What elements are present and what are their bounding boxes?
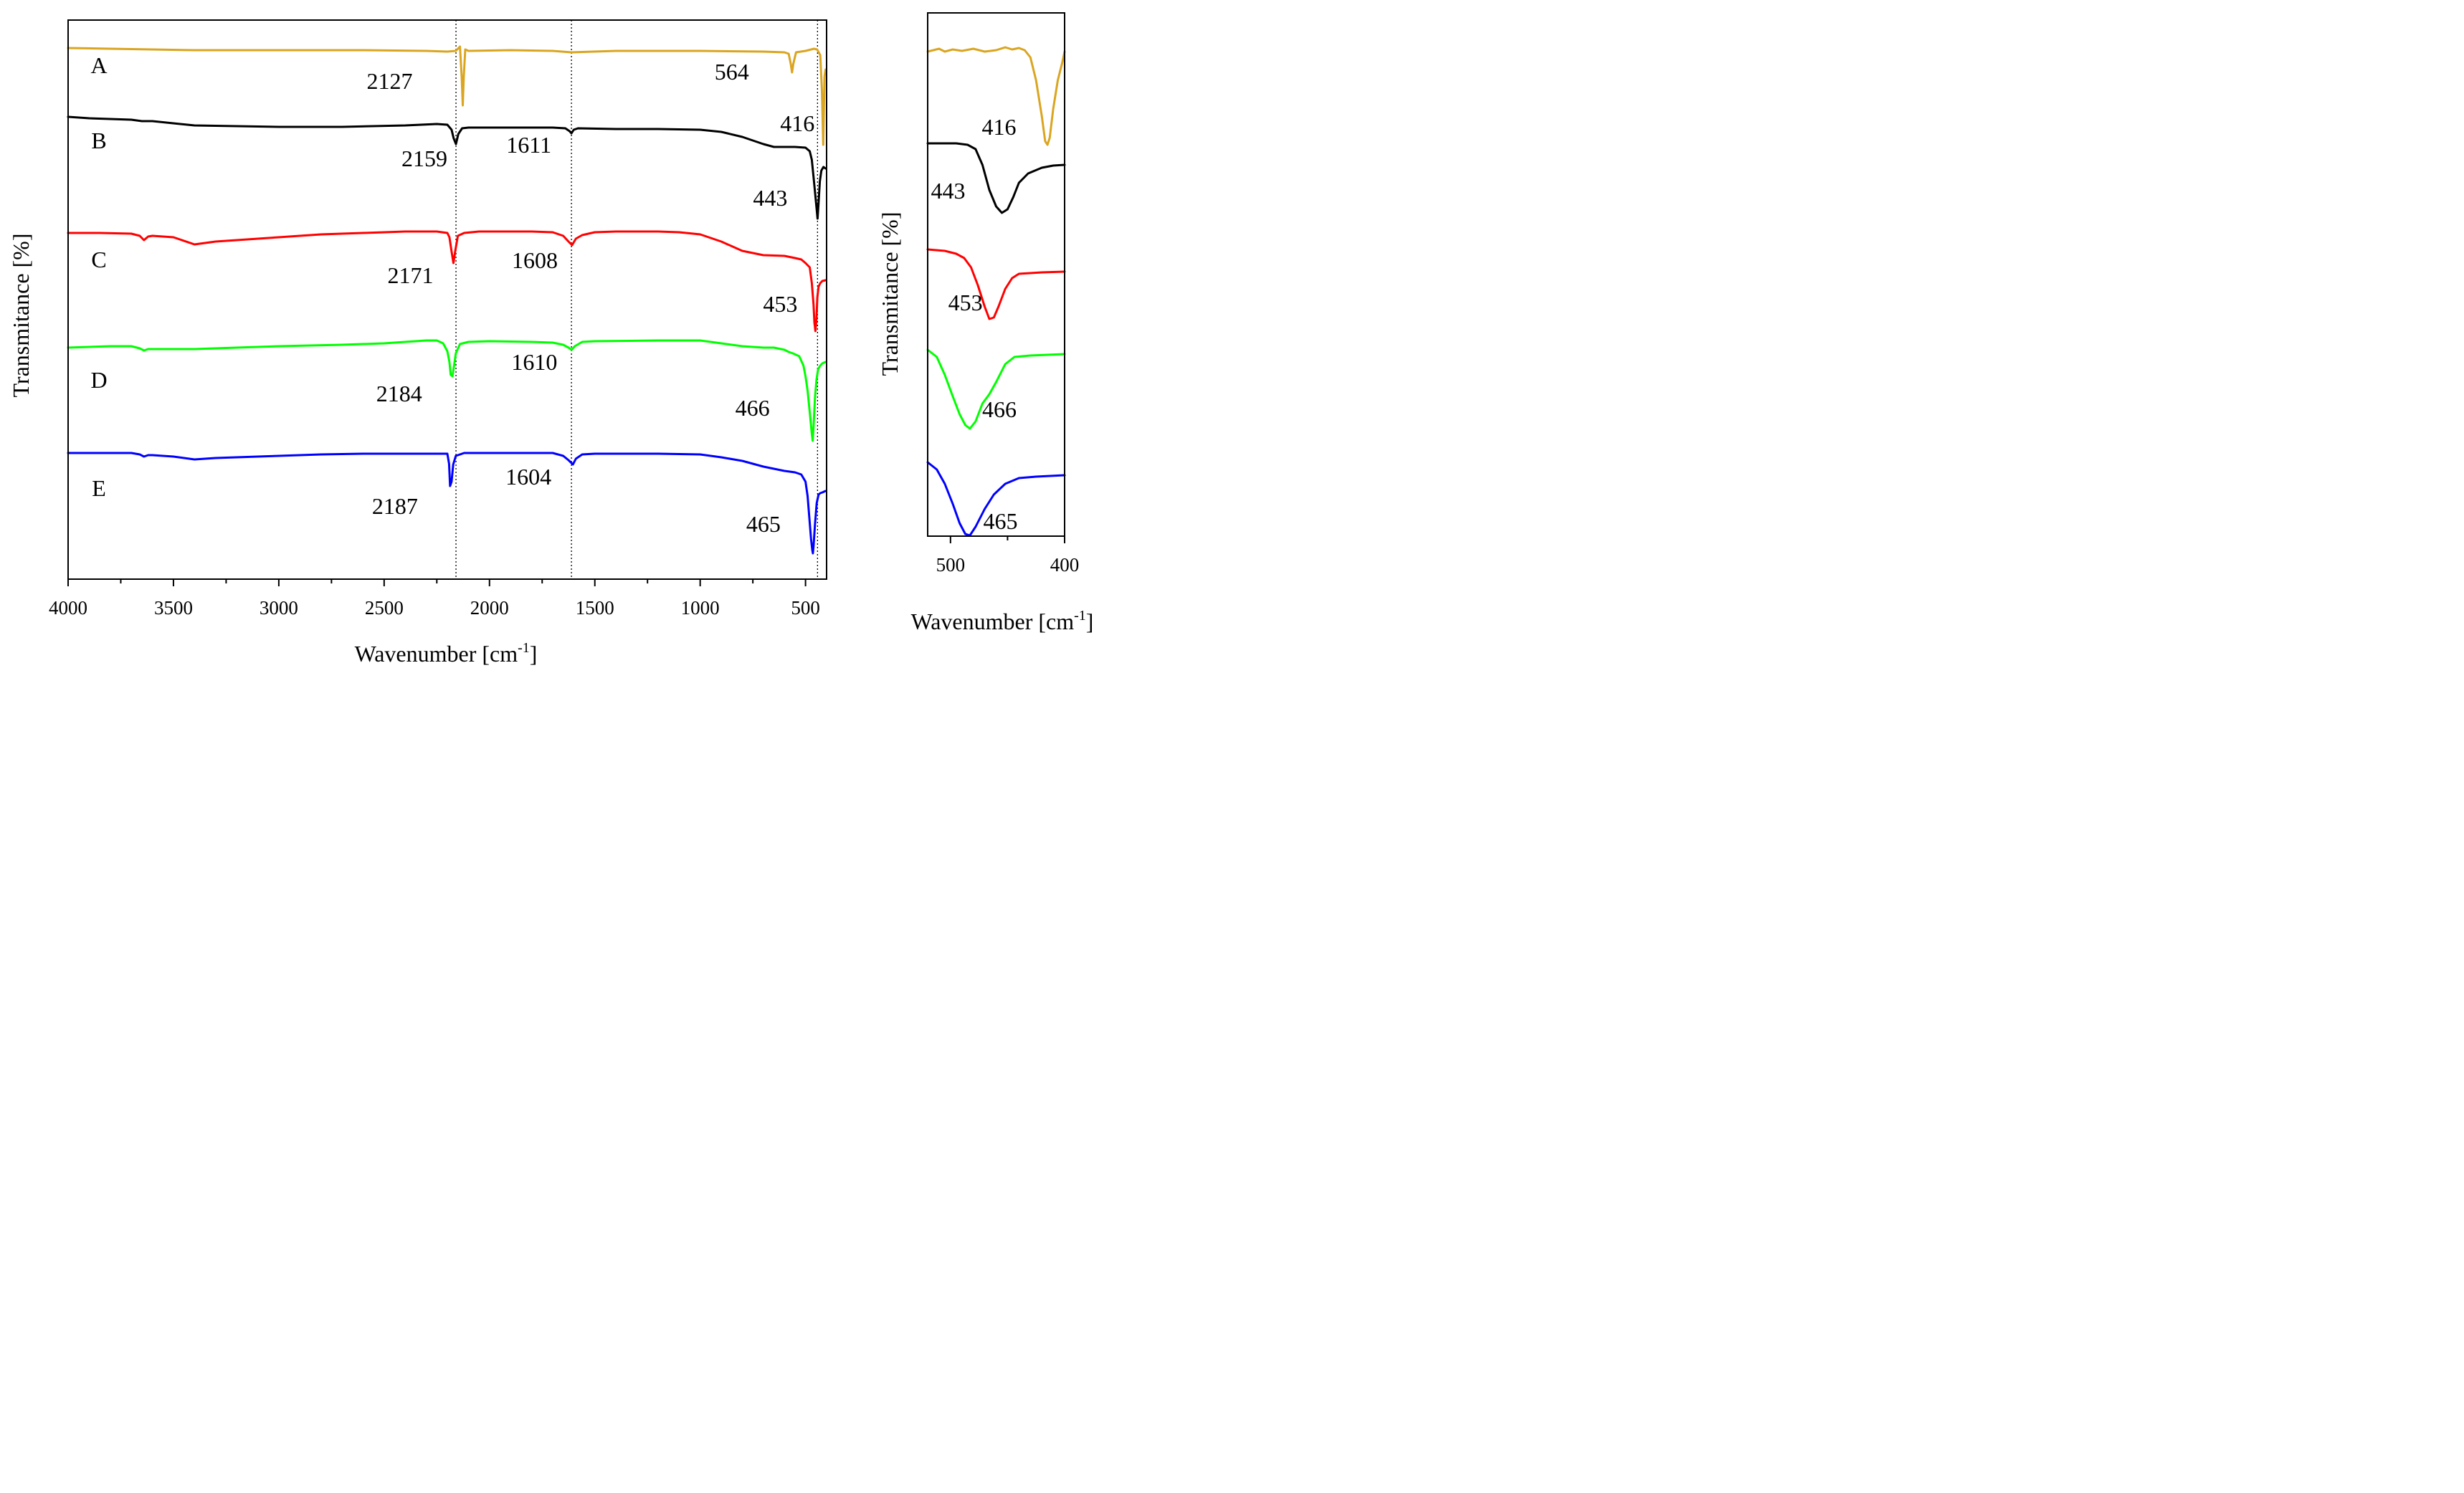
x-tick-label-2500: 2500 xyxy=(365,597,404,619)
x-tick-label-4000: 4000 xyxy=(49,597,87,619)
main-y-axis-title: Transmitance [%] xyxy=(8,234,34,398)
inset-x-tick-label-400: 400 xyxy=(1050,554,1080,576)
inset-peak-label-D-466: 466 xyxy=(982,396,1017,422)
curve-label-A: A xyxy=(90,52,107,78)
inset-curve-E xyxy=(926,461,1066,537)
main-chart: A 2127 564 B 2159 1611 416 443 C 2171 1608 453 D 2184… xyxy=(8,19,827,667)
x-tick-label-3000: 3000 xyxy=(260,597,298,619)
curve-E xyxy=(67,452,827,555)
peak-label-A-2127: 2127 xyxy=(366,68,412,94)
inset-y-axis-title: Transmitance [%] xyxy=(877,212,903,376)
peak-label-B-416: 416 xyxy=(780,110,814,136)
peak-label-B-443: 443 xyxy=(753,185,787,211)
series-B: B 2159 1611 416 443 xyxy=(67,110,827,220)
series-E: E 2187 1604 465 xyxy=(67,452,827,555)
inset-peak-label-C-453: 453 xyxy=(948,290,983,315)
peak-label-B-1611: 1611 xyxy=(506,132,551,158)
peak-label-E-465: 465 xyxy=(746,511,781,537)
main-plot-frame xyxy=(67,19,827,580)
peak-label-B-2159: 2159 xyxy=(401,146,447,171)
series-C: C 2171 1608 453 xyxy=(67,230,827,333)
inset-series-group: 416 443 453 466 465 xyxy=(926,46,1066,537)
peak-label-E-2187: 2187 xyxy=(372,493,418,519)
inset-series-E: 465 xyxy=(926,461,1066,537)
inset-series-C: 453 xyxy=(926,248,1066,320)
peak-label-C-1608: 1608 xyxy=(512,247,558,273)
inset-x-ticks: 500 400 xyxy=(936,536,1080,576)
x-tick-label-2000: 2000 xyxy=(470,597,509,619)
ftir-figure: A 2127 564 B 2159 1611 416 443 C 2171 1608 453 D 2184… xyxy=(8,12,1094,667)
curve-label-D: D xyxy=(90,367,107,393)
inset-peak-label-E-465: 465 xyxy=(984,508,1018,534)
inset-series-B: 443 xyxy=(926,142,1066,214)
x-tick-label-3500: 3500 xyxy=(154,597,193,619)
inset-series-D: 466 xyxy=(926,348,1066,430)
peak-label-D-466: 466 xyxy=(736,395,770,421)
inset-x-tick-label-500: 500 xyxy=(936,554,966,576)
curve-label-B: B xyxy=(91,128,106,153)
peak-label-D-2184: 2184 xyxy=(376,381,422,406)
inset-curve-C xyxy=(926,248,1066,320)
peak-label-E-1604: 1604 xyxy=(505,464,551,490)
inset-curve-B xyxy=(926,142,1066,214)
series-D: D 2184 1610 466 xyxy=(67,339,827,442)
inset-peak-label-A-416: 416 xyxy=(982,114,1017,140)
curve-A xyxy=(67,45,827,146)
peak-label-C-453: 453 xyxy=(763,291,797,317)
curve-label-C: C xyxy=(91,247,106,272)
inset-peak-label-B-443: 443 xyxy=(931,178,966,204)
peak-label-A-564: 564 xyxy=(715,59,749,85)
curve-label-E: E xyxy=(92,475,106,501)
curve-B xyxy=(67,115,827,220)
inset-curve-A xyxy=(926,46,1066,146)
x-tick-label-1500: 1500 xyxy=(576,597,614,619)
inset-chart: 416 443 453 466 465 500 400 Wavenumber [cm-1]… xyxy=(877,12,1094,634)
inset-curve-D xyxy=(926,348,1066,430)
inset-x-axis-title: Wavenumber [cm-1] xyxy=(911,608,1094,634)
peak-label-D-1610: 1610 xyxy=(511,349,557,375)
curve-D xyxy=(67,339,827,442)
main-x-ticks: 4000 3500 3000 2500 2000 1500 1000 500 xyxy=(49,579,820,619)
main-x-axis-title: Wavenumber [cm-1] xyxy=(355,640,538,667)
x-tick-label-1000: 1000 xyxy=(681,597,720,619)
peak-label-C-2171: 2171 xyxy=(388,262,434,288)
x-tick-label-500: 500 xyxy=(791,597,820,619)
curve-C xyxy=(67,230,827,333)
inset-plot-frame xyxy=(927,12,1065,537)
main-series-group: A 2127 564 B 2159 1611 416 443 C 2171 1608 453 D 2184… xyxy=(67,45,827,555)
series-A: A 2127 564 xyxy=(67,45,827,146)
inset-series-A: 416 xyxy=(926,46,1066,146)
